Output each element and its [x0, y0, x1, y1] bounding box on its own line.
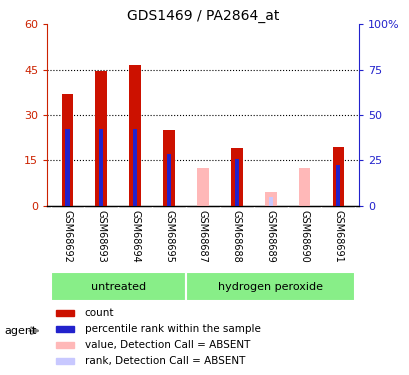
Text: agent: agent: [4, 326, 36, 336]
Text: value, Detection Call = ABSENT: value, Detection Call = ABSENT: [84, 340, 249, 350]
Text: GSM68693: GSM68693: [96, 210, 106, 263]
Text: hydrogen peroxide: hydrogen peroxide: [218, 282, 322, 292]
Bar: [56, 357, 74, 364]
Bar: [61, 94, 73, 206]
Bar: [166, 154, 171, 206]
Text: GSM68692: GSM68692: [62, 210, 72, 263]
FancyBboxPatch shape: [50, 272, 186, 301]
Text: GSM68695: GSM68695: [164, 210, 174, 263]
Text: count: count: [84, 308, 114, 318]
FancyBboxPatch shape: [186, 272, 355, 301]
Text: GSM68689: GSM68689: [265, 210, 275, 263]
Bar: [56, 326, 74, 332]
Text: GSM68687: GSM68687: [198, 210, 207, 263]
Bar: [95, 71, 107, 206]
Bar: [133, 129, 137, 206]
Bar: [129, 65, 141, 206]
Text: percentile rank within the sample: percentile rank within the sample: [84, 324, 260, 334]
Bar: [56, 342, 74, 348]
Bar: [99, 129, 103, 206]
Bar: [264, 192, 276, 206]
Bar: [56, 310, 74, 316]
Text: GSM68688: GSM68688: [231, 210, 241, 263]
Title: GDS1469 / PA2864_at: GDS1469 / PA2864_at: [126, 9, 279, 23]
Text: untreated: untreated: [90, 282, 146, 292]
Bar: [332, 147, 344, 206]
Text: GSM68691: GSM68691: [333, 210, 343, 263]
Bar: [163, 130, 175, 206]
Bar: [234, 159, 238, 206]
Bar: [298, 168, 310, 206]
Text: GSM68694: GSM68694: [130, 210, 140, 263]
Bar: [230, 148, 242, 206]
Bar: [65, 129, 70, 206]
Text: rank, Detection Call = ABSENT: rank, Detection Call = ABSENT: [84, 356, 244, 366]
Bar: [335, 165, 339, 206]
Text: GSM68690: GSM68690: [299, 210, 309, 263]
Bar: [197, 168, 208, 206]
Bar: [268, 196, 272, 206]
